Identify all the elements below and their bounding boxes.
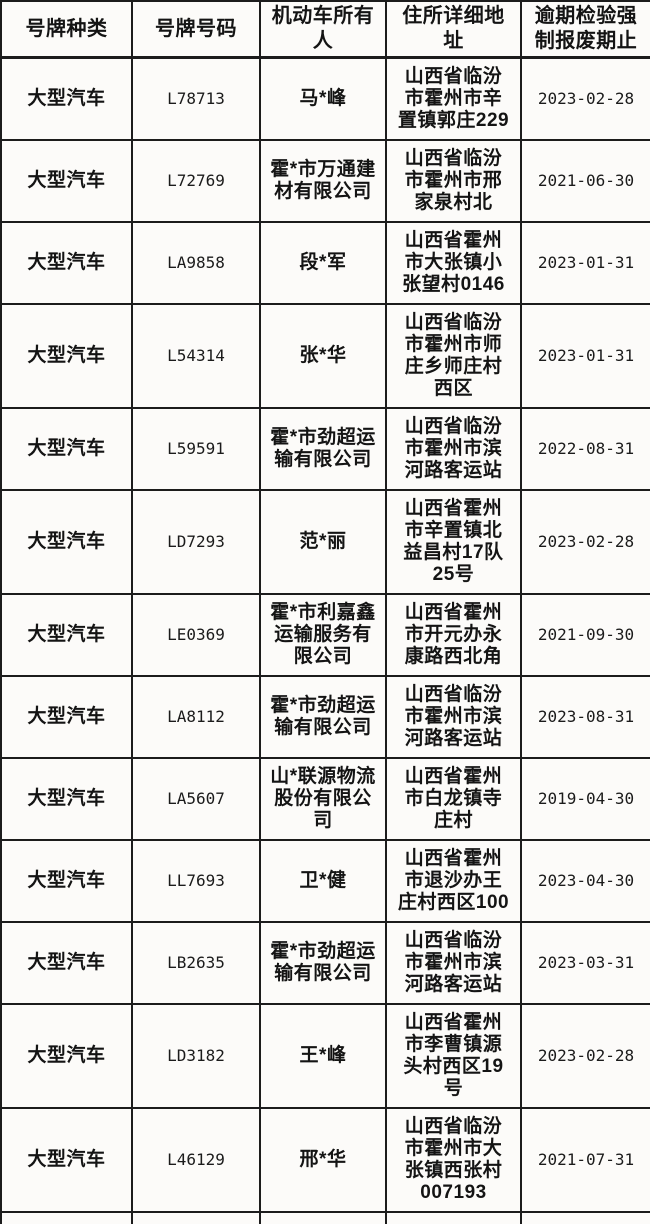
cell-address: 山西省霍州市白龙镇寺庄村 <box>385 757 522 841</box>
cell-deadline: 2023-08-31 <box>520 675 650 759</box>
cell-plate-number: LD7293 <box>131 489 261 595</box>
cell-deadline: 2023-01-31 <box>520 303 650 409</box>
column-header-address: 住所详细地址 <box>385 0 522 59</box>
cell-owner: 卫*健 <box>259 839 387 923</box>
cell-plate-type: 大型汽车 <box>0 303 133 409</box>
table-row-partial <box>0 1211 650 1224</box>
cell-plate-number: LA5607 <box>131 757 261 841</box>
table-row: 大型汽车 L72769 霍*市万通建材有限公司 山西省临汾市霍州市邢家泉村北 2… <box>0 139 650 223</box>
cell-address: 山西省临汾市霍州市滨河路客运站 <box>385 921 522 1005</box>
cell-owner: 马*峰 <box>259 56 387 141</box>
cell-owner: 霍*市劲超运输有限公司 <box>259 675 387 759</box>
cell-address: 山西省临汾市霍州市滨河路客运站 <box>385 407 522 491</box>
cell-plate-number: LA9858 <box>131 221 261 305</box>
cell-owner: 霍*市利嘉鑫运输服务有限公司 <box>259 593 387 677</box>
cell-address: 山西省霍州市辛置镇北益昌村17队25号 <box>385 489 522 595</box>
cell-plate-number <box>131 1211 261 1224</box>
cell-plate-number: LL7693 <box>131 839 261 923</box>
table-row: 大型汽车 L59591 霍*市劲超运输有限公司 山西省临汾市霍州市滨河路客运站 … <box>0 407 650 491</box>
cell-plate-type: 大型汽车 <box>0 757 133 841</box>
cell-owner: 霍*市万通建材有限公司 <box>259 139 387 223</box>
cell-deadline: 2019-04-30 <box>520 757 650 841</box>
cell-plate-type <box>0 1211 133 1224</box>
cell-deadline: 2023-01-31 <box>520 221 650 305</box>
cell-plate-number: LE0369 <box>131 593 261 677</box>
cell-plate-type: 大型汽车 <box>0 56 133 141</box>
cell-plate-type: 大型汽车 <box>0 139 133 223</box>
cell-address: 山西省临汾市霍州市大张镇西张村007193 <box>385 1107 522 1213</box>
cell-owner: 张*华 <box>259 303 387 409</box>
cell-deadline: 2021-06-30 <box>520 139 650 223</box>
cell-address <box>385 1211 522 1224</box>
cell-plate-type: 大型汽车 <box>0 407 133 491</box>
cell-address: 山西省临汾市霍州市滨河路客运站 <box>385 675 522 759</box>
cell-deadline: 2023-03-31 <box>520 921 650 1005</box>
column-header-deadline: 逾期检验强制报废期止 <box>520 0 650 59</box>
table-row: 大型汽车 LL7693 卫*健 山西省霍州市退沙办王庄村西区100 2023-0… <box>0 839 650 923</box>
column-header-owner: 机动车所有人 <box>259 0 387 59</box>
cell-plate-number: L46129 <box>131 1107 261 1213</box>
table-row: 大型汽车 LD7293 范*丽 山西省霍州市辛置镇北益昌村17队25号 2023… <box>0 489 650 595</box>
cell-deadline: 2023-04-30 <box>520 839 650 923</box>
cell-plate-number: LB2635 <box>131 921 261 1005</box>
cell-deadline: 2022-08-31 <box>520 407 650 491</box>
cell-plate-type: 大型汽车 <box>0 921 133 1005</box>
cell-deadline: 2023-02-28 <box>520 56 650 141</box>
cell-owner: 山*联源物流股份有限公司 <box>259 757 387 841</box>
cell-plate-number: L59591 <box>131 407 261 491</box>
table-body: 大型汽车 L78713 马*峰 山西省临汾市霍州市辛置镇郭庄229 2023-0… <box>0 56 650 1213</box>
cell-address: 山西省临汾市霍州市师庄乡师庄村西区 <box>385 303 522 409</box>
table-row: 大型汽车 LA8112 霍*市劲超运输有限公司 山西省临汾市霍州市滨河路客运站 … <box>0 675 650 759</box>
cell-owner <box>259 1211 387 1224</box>
cell-plate-type: 大型汽车 <box>0 675 133 759</box>
cell-plate-number: L72769 <box>131 139 261 223</box>
table-row: 大型汽车 LB2635 霍*市劲超运输有限公司 山西省临汾市霍州市滨河路客运站 … <box>0 921 650 1005</box>
table-row: 大型汽车 L78713 马*峰 山西省临汾市霍州市辛置镇郭庄229 2023-0… <box>0 56 650 141</box>
cell-owner: 段*军 <box>259 221 387 305</box>
cell-plate-number: LD3182 <box>131 1003 261 1109</box>
cell-plate-type: 大型汽车 <box>0 839 133 923</box>
cell-deadline: 2021-09-30 <box>520 593 650 677</box>
header-row: 号牌种类 号牌号码 机动车所有人 住所详细地址 逾期检验强制报废期止 <box>0 0 650 59</box>
cell-address: 山西省临汾市霍州市辛置镇郭庄229 <box>385 56 522 141</box>
table-row: 大型汽车 LD3182 王*峰 山西省霍州市李曹镇源头村西区19号 2023-0… <box>0 1003 650 1109</box>
table-row: 大型汽车 LE0369 霍*市利嘉鑫运输服务有限公司 山西省霍州市开元办永康路西… <box>0 593 650 677</box>
cell-address: 山西省霍州市退沙办王庄村西区100 <box>385 839 522 923</box>
cell-plate-type: 大型汽车 <box>0 593 133 677</box>
cell-deadline <box>520 1211 650 1224</box>
cell-owner: 霍*市劲超运输有限公司 <box>259 407 387 491</box>
cell-owner: 王*峰 <box>259 1003 387 1109</box>
cell-owner: 霍*市劲超运输有限公司 <box>259 921 387 1005</box>
cell-owner: 邢*华 <box>259 1107 387 1213</box>
cell-plate-number: LA8112 <box>131 675 261 759</box>
cell-plate-type: 大型汽车 <box>0 1003 133 1109</box>
cell-plate-type: 大型汽车 <box>0 489 133 595</box>
cell-deadline: 2021-07-31 <box>520 1107 650 1213</box>
cell-address: 山西省临汾市霍州市邢家泉村北 <box>385 139 522 223</box>
column-header-plate-number: 号牌号码 <box>131 0 261 59</box>
table-row: 大型汽车 LA5607 山*联源物流股份有限公司 山西省霍州市白龙镇寺庄村 20… <box>0 757 650 841</box>
partial-next-row <box>0 1211 650 1224</box>
cell-deadline: 2023-02-28 <box>520 1003 650 1109</box>
cell-owner: 范*丽 <box>259 489 387 595</box>
table-row: 大型汽车 L54314 张*华 山西省临汾市霍州市师庄乡师庄村西区 2023-0… <box>0 303 650 409</box>
cell-address: 山西省霍州市开元办永康路西北角 <box>385 593 522 677</box>
cell-plate-type: 大型汽车 <box>0 1107 133 1213</box>
column-header-plate-type: 号牌种类 <box>0 0 133 59</box>
cell-plate-type: 大型汽车 <box>0 221 133 305</box>
cell-address: 山西省霍州市李曹镇源头村西区19号 <box>385 1003 522 1109</box>
table-row: 大型汽车 LA9858 段*军 山西省霍州市大张镇小张望村0146 2023-0… <box>0 221 650 305</box>
cell-plate-number: L54314 <box>131 303 261 409</box>
table-header: 号牌种类 号牌号码 机动车所有人 住所详细地址 逾期检验强制报废期止 <box>0 0 650 59</box>
table-row: 大型汽车 L46129 邢*华 山西省临汾市霍州市大张镇西张村007193 20… <box>0 1107 650 1213</box>
cell-deadline: 2023-02-28 <box>520 489 650 595</box>
cell-address: 山西省霍州市大张镇小张望村0146 <box>385 221 522 305</box>
cell-plate-number: L78713 <box>131 56 261 141</box>
